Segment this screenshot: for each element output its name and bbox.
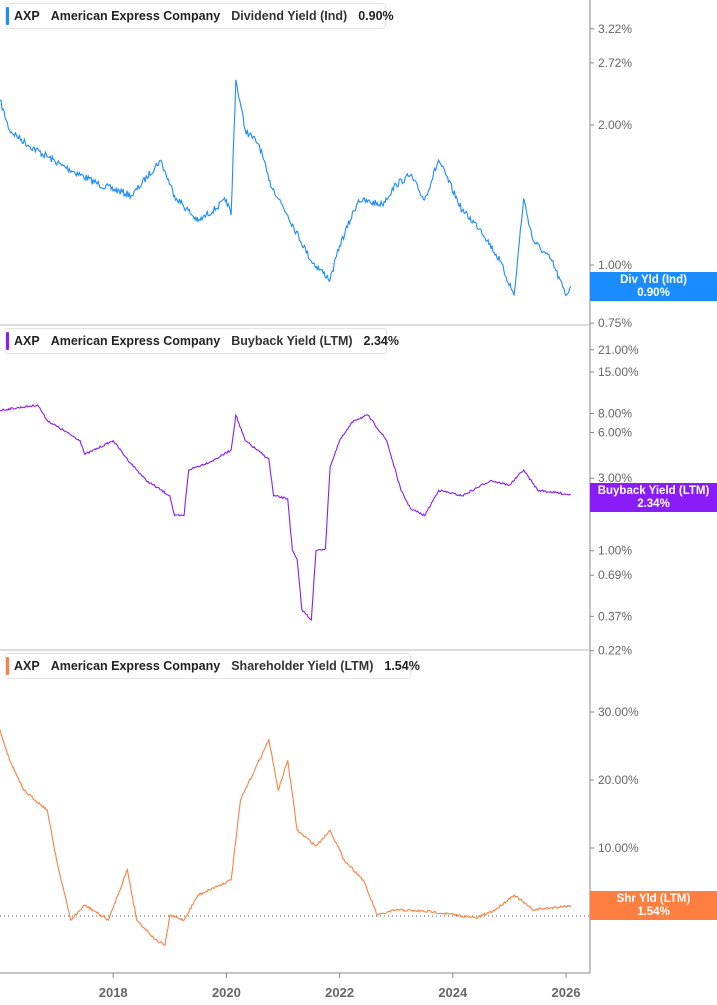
panel-header-shareholder: AXP American Express Company Shareholder… (5, 653, 420, 679)
current-value: 1.54% (384, 659, 420, 673)
x-tick-label: 2024 (438, 985, 468, 1000)
series-line-2 (0, 729, 572, 946)
y-tick-label: 0.22% (598, 644, 632, 658)
y-tick-label: 8.00% (598, 407, 632, 421)
current-value: 0.90% (358, 9, 394, 23)
metric-name: Buyback Yield (LTM) (231, 334, 353, 348)
panel-header-dividend: AXP American Express Company Dividend Yi… (5, 3, 394, 29)
y-tick-label: 3.00% (598, 471, 632, 485)
y-tick-label: 1.00% (598, 544, 632, 558)
x-tick-label: 2018 (99, 985, 128, 1000)
company-name: American Express Company (50, 334, 221, 348)
current-value-tag-dividend: Div Yld (Ind) 0.90% (590, 272, 717, 301)
current-value-tag-buyback: Buyback Yield (LTM) 2.34% (590, 483, 717, 512)
company-name: American Express Company (50, 659, 221, 673)
panel-header-buyback: AXP American Express Company Buyback Yie… (5, 328, 399, 354)
current-value: 2.34% (363, 334, 399, 348)
y-tick-label: 0.37% (598, 609, 632, 623)
y-tick-label: 1.00% (598, 258, 632, 272)
x-tick-label: 2026 (552, 985, 581, 1000)
x-tick-label: 2022 (325, 985, 354, 1000)
tag-label: Div Yld (Ind) (620, 274, 687, 286)
series-line-0 (0, 79, 572, 297)
current-value-tag-shareholder: Shr Yld (LTM) 1.54% (590, 891, 717, 920)
y-tick-label: 6.00% (598, 425, 632, 439)
y-tick-label: 3.22% (598, 22, 632, 36)
tag-label: Shr Yld (LTM) (616, 893, 691, 905)
series-line-1 (0, 403, 571, 622)
tag-value: 0.90% (637, 287, 670, 299)
series-color-bar (6, 657, 9, 675)
tag-value: 2.34% (637, 498, 670, 510)
y-tick-label: 2.72% (598, 56, 632, 70)
tag-value: 1.54% (637, 906, 670, 918)
y-tick-label: 21.00% (598, 343, 639, 357)
ticker: AXP (14, 334, 40, 348)
metric-name: Shareholder Yield (LTM) (231, 659, 374, 673)
tag-label: Buyback Yield (LTM) (597, 485, 710, 497)
metric-name: Dividend Yield (Ind) (231, 9, 348, 23)
y-tick-label: 0.75% (598, 316, 632, 330)
y-tick-label: 10.00% (598, 841, 639, 855)
series-color-bar (6, 7, 9, 25)
x-tick-label: 2020 (212, 985, 241, 1000)
y-tick-label: 30.00% (598, 705, 639, 719)
company-name: American Express Company (50, 9, 221, 23)
y-tick-label: 0.69% (598, 568, 632, 582)
y-tick-label: 20.00% (598, 773, 639, 787)
y-tick-label: 15.00% (598, 365, 639, 379)
ticker: AXP (14, 9, 40, 23)
series-color-bar (6, 332, 9, 350)
ticker: AXP (14, 659, 40, 673)
y-tick-label: 2.00% (598, 118, 632, 132)
